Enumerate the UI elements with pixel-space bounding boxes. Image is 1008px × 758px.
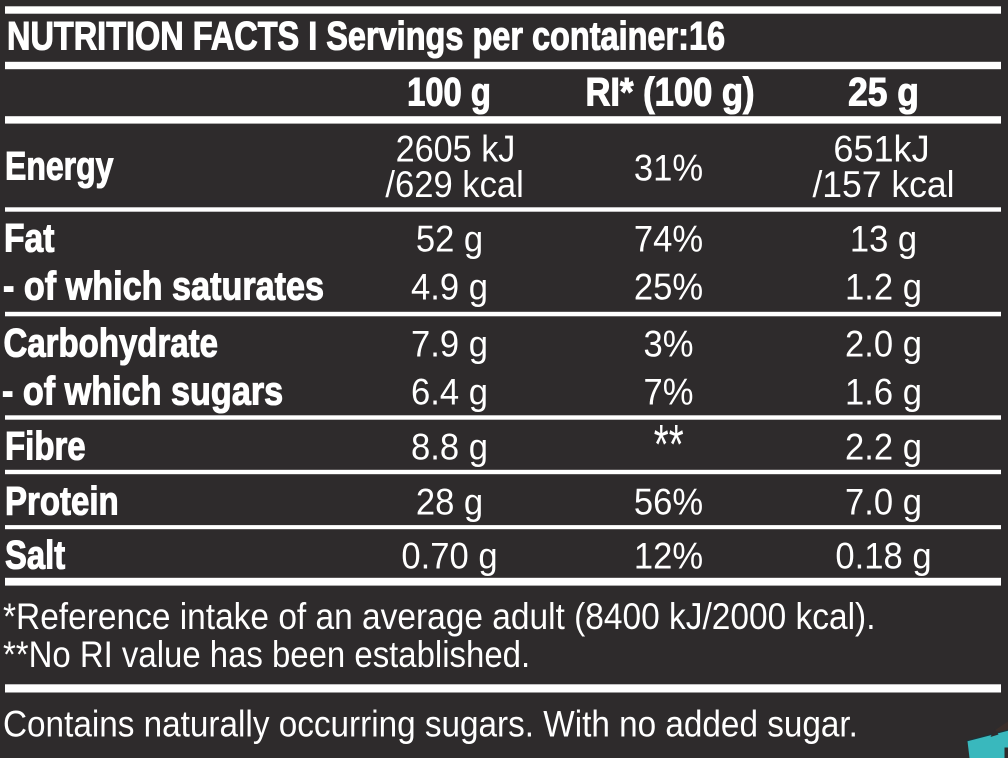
svg-text:100 g: 100 g xyxy=(407,69,491,114)
svg-text:Fat: Fat xyxy=(4,216,54,260)
svg-text:1.2 g: 1.2 g xyxy=(845,266,922,307)
svg-text:/629 kcal: /629 kcal xyxy=(385,164,523,205)
svg-text:2.0 g: 2.0 g xyxy=(845,323,922,364)
svg-text:74%: 74% xyxy=(634,219,703,260)
svg-text:- of which saturates: - of which saturates xyxy=(3,263,324,308)
svg-text:12%: 12% xyxy=(634,535,703,576)
svg-text:Carbohydrate: Carbohydrate xyxy=(4,321,218,366)
svg-text:31%: 31% xyxy=(634,147,703,188)
svg-text:RI* (100 g): RI* (100 g) xyxy=(585,69,754,114)
svg-text:52 g: 52 g xyxy=(416,219,483,260)
svg-text:0.18 g: 0.18 g xyxy=(835,535,931,576)
svg-text:NUTRITION FACTS I Servings per: NUTRITION FACTS I Servings per container… xyxy=(7,13,725,58)
svg-text:**No RI value has been establi: **No RI value has been established. xyxy=(3,634,530,675)
svg-text:25 g: 25 g xyxy=(848,71,919,115)
svg-text:7.0 g: 7.0 g xyxy=(845,481,922,522)
svg-text:Fibre: Fibre xyxy=(5,424,86,469)
svg-text:2.2 g: 2.2 g xyxy=(845,426,922,467)
svg-text:- of which sugars: - of which sugars xyxy=(2,368,283,413)
svg-text:13 g: 13 g xyxy=(850,219,917,260)
svg-text:3%: 3% xyxy=(644,323,694,364)
svg-text:25%: 25% xyxy=(634,266,703,307)
svg-text:8.8 g: 8.8 g xyxy=(411,426,488,467)
svg-text:7.9 g: 7.9 g xyxy=(411,323,488,364)
svg-text:2605 kJ: 2605 kJ xyxy=(396,128,516,170)
svg-text:56%: 56% xyxy=(634,481,703,522)
svg-text:*Reference intake of an averag: *Reference intake of an average adult (8… xyxy=(3,597,876,638)
svg-text:Protein: Protein xyxy=(5,479,119,524)
svg-text:651kJ: 651kJ xyxy=(833,128,929,170)
svg-text:Contains naturally occurring s: Contains naturally occurring sugars. Wit… xyxy=(3,704,858,745)
svg-text:4.9 g: 4.9 g xyxy=(411,266,488,307)
svg-text:1.6 g: 1.6 g xyxy=(845,371,922,412)
svg-text:28 g: 28 g xyxy=(416,481,483,522)
svg-text:Salt: Salt xyxy=(5,532,65,577)
svg-text:6.4 g: 6.4 g xyxy=(411,371,488,412)
svg-text:/157 kcal: /157 kcal xyxy=(812,163,954,205)
svg-text:7%: 7% xyxy=(644,371,694,412)
svg-text:**: ** xyxy=(654,415,684,477)
svg-text:0.70 g: 0.70 g xyxy=(401,535,497,576)
svg-text:Energy: Energy xyxy=(5,143,113,188)
